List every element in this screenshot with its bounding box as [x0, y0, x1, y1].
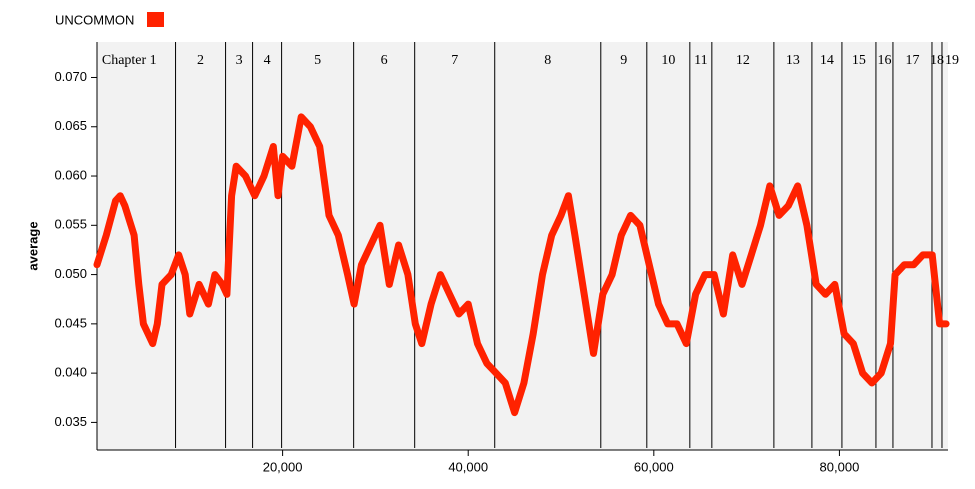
data-line: [93, 113, 950, 417]
y-tick-label: 0.065: [54, 118, 87, 133]
y-tick-label: 0.055: [54, 217, 87, 232]
chapter-label: 5: [314, 53, 321, 68]
y-tick-label: 0.035: [54, 414, 87, 429]
chapter-label: 14: [820, 53, 834, 68]
y-axis-label: average: [25, 221, 40, 270]
chapter-label: 18: [930, 53, 944, 68]
x-tick-label: 60,000: [634, 459, 674, 474]
chapter-label: Chapter 1: [102, 53, 157, 68]
chapter-label: 17: [905, 53, 919, 68]
chapter-label: 15: [852, 53, 866, 68]
chapter-label: 9: [620, 53, 627, 68]
chapter-label: 19: [945, 53, 959, 68]
x-tick-label: 20,000: [263, 459, 303, 474]
chapter-label: 12: [736, 53, 750, 68]
chapter-label: 8: [544, 53, 551, 68]
y-tick-label: 0.040: [54, 365, 87, 380]
y-tick-label: 0.060: [54, 167, 87, 182]
chapter-label: 7: [451, 53, 458, 68]
legend-label: UNCOMMON: [55, 12, 134, 27]
chapter-label: 16: [877, 53, 891, 68]
chapter-label: 4: [264, 53, 271, 68]
chapter-label: 10: [661, 53, 675, 68]
chapter-label: 6: [381, 53, 388, 68]
y-tick-label: 0.045: [54, 315, 87, 330]
y-tick-label: 0.070: [54, 69, 87, 84]
x-tick-label: 40,000: [448, 459, 488, 474]
chapter-label: 3: [236, 53, 243, 68]
chapter-label: 2: [197, 53, 204, 68]
y-tick-label: 0.050: [54, 266, 87, 281]
chapter-label: 11: [694, 53, 707, 68]
chapter-label: 13: [786, 53, 800, 68]
x-tick-label: 80,000: [820, 459, 860, 474]
legend-swatch: [147, 12, 164, 27]
